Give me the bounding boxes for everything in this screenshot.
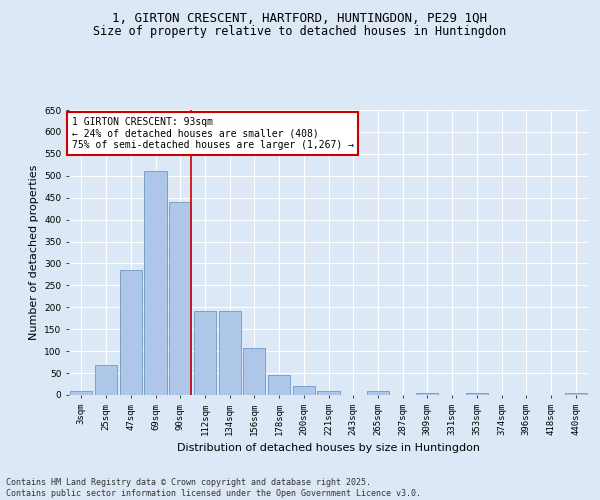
X-axis label: Distribution of detached houses by size in Huntingdon: Distribution of detached houses by size … <box>177 443 480 453</box>
Text: 1 GIRTON CRESCENT: 93sqm
← 24% of detached houses are smaller (408)
75% of semi-: 1 GIRTON CRESCENT: 93sqm ← 24% of detach… <box>71 117 353 150</box>
Bar <box>416 393 439 395</box>
Y-axis label: Number of detached properties: Number of detached properties <box>29 165 38 340</box>
Bar <box>194 311 216 395</box>
Bar <box>317 392 340 395</box>
Bar <box>145 170 167 395</box>
Bar <box>218 311 241 395</box>
Text: Size of property relative to detached houses in Huntingdon: Size of property relative to detached ho… <box>94 25 506 38</box>
Bar <box>367 392 389 395</box>
Bar <box>268 375 290 395</box>
Text: Contains HM Land Registry data © Crown copyright and database right 2025.
Contai: Contains HM Land Registry data © Crown c… <box>6 478 421 498</box>
Bar <box>243 348 265 395</box>
Bar <box>565 393 587 395</box>
Text: 1, GIRTON CRESCENT, HARTFORD, HUNTINGDON, PE29 1QH: 1, GIRTON CRESCENT, HARTFORD, HUNTINGDON… <box>113 12 487 26</box>
Bar <box>95 365 117 395</box>
Bar <box>169 202 191 395</box>
Bar <box>70 390 92 395</box>
Bar <box>293 386 315 395</box>
Bar <box>119 270 142 395</box>
Bar <box>466 393 488 395</box>
